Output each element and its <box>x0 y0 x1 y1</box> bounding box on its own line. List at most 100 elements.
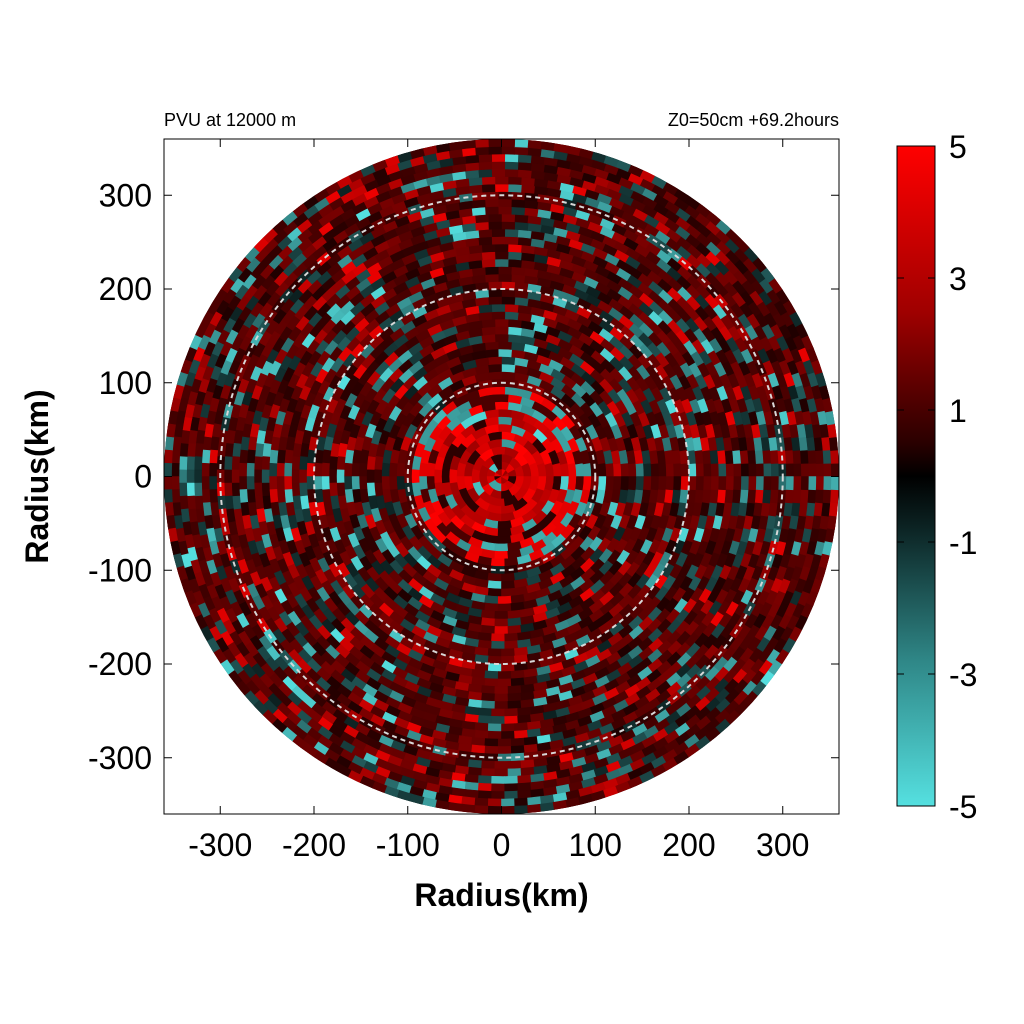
field-cell <box>520 184 536 194</box>
field-cell <box>328 456 338 471</box>
colorbar-gradient <box>896 145 936 807</box>
field-cell <box>491 791 506 800</box>
y-tick-label: -200 <box>88 646 152 682</box>
field-cell <box>769 449 780 464</box>
field-cell <box>497 423 513 433</box>
field-cell <box>665 462 675 477</box>
field-cell <box>261 482 271 497</box>
field-cell <box>510 206 526 216</box>
field-cell <box>784 489 795 504</box>
field-cell <box>605 462 615 477</box>
colorbar-tick-label: -3 <box>949 657 977 693</box>
field-cell <box>501 587 516 597</box>
field-cell <box>373 469 383 484</box>
field-cell <box>164 489 173 504</box>
field-cell <box>201 476 210 491</box>
field-cell <box>179 495 189 510</box>
field-cell <box>276 489 286 504</box>
field-cell <box>733 476 742 491</box>
field-cell <box>283 462 293 477</box>
field-cell <box>208 462 218 477</box>
field-cell <box>494 761 509 770</box>
field-cell <box>491 303 506 313</box>
field-cell <box>494 326 509 335</box>
field-cell <box>477 707 493 717</box>
field-cell <box>238 489 249 504</box>
field-cell <box>740 476 750 491</box>
field-cell <box>351 462 360 477</box>
field-cell <box>487 655 502 665</box>
field-cell <box>474 722 489 732</box>
field-cell <box>238 449 249 464</box>
field-cell <box>328 469 337 484</box>
field-cell <box>517 706 532 717</box>
field-cell <box>823 476 832 491</box>
field-cell <box>396 462 406 477</box>
field-cell <box>769 489 780 504</box>
field-cell <box>510 745 526 755</box>
x-axis-title: Radius(km) <box>414 877 588 913</box>
field-cell <box>793 476 802 491</box>
field-cell <box>710 476 720 491</box>
field-cell <box>504 640 519 650</box>
field-cell <box>494 318 509 327</box>
field-cell <box>474 805 489 814</box>
field-cell <box>732 489 742 504</box>
colorbar: 5 3 1 -1 -3 -5 <box>896 129 977 825</box>
field-cell <box>828 436 839 451</box>
field-cell <box>477 153 493 163</box>
field-cell <box>284 489 294 504</box>
field-cell <box>253 469 262 484</box>
field-cell <box>284 449 294 464</box>
field-cell <box>481 318 496 329</box>
field-cell <box>504 161 519 170</box>
field-cell <box>491 715 506 725</box>
field-cell <box>520 759 536 769</box>
field-cell <box>481 685 496 695</box>
field-cell <box>507 243 522 253</box>
field-cell <box>494 176 509 185</box>
field-cell <box>471 737 486 747</box>
field-cell <box>494 251 509 260</box>
field-cell <box>269 449 279 465</box>
field-cell <box>494 610 509 620</box>
field-cell <box>830 489 839 504</box>
field-cell <box>504 708 519 717</box>
field-cell <box>680 462 690 477</box>
field-cell <box>468 766 483 777</box>
field-cell <box>527 139 542 150</box>
field-cell <box>490 386 506 395</box>
field-cell <box>477 790 493 800</box>
field-cell <box>582 462 592 477</box>
field-cell <box>178 482 188 497</box>
field-cell <box>643 476 652 491</box>
field-cell <box>497 535 513 545</box>
field-cell <box>474 797 489 807</box>
field-cell <box>484 595 499 605</box>
field-cell <box>567 476 577 491</box>
field-cell <box>201 462 210 477</box>
field-cell <box>501 139 516 148</box>
field-cell <box>268 462 278 477</box>
field-cell <box>487 363 502 373</box>
field-cell <box>484 348 499 358</box>
field-cell <box>517 774 532 784</box>
field-cell <box>497 678 512 687</box>
field-cell <box>448 469 458 484</box>
field-cell <box>487 730 502 740</box>
field-cell <box>164 502 175 517</box>
field-cell <box>487 213 502 223</box>
field-cell <box>507 624 522 635</box>
field-cell <box>487 798 502 807</box>
field-cell <box>718 462 727 477</box>
field-cell <box>517 169 532 179</box>
field-cell <box>366 469 375 484</box>
field-cell <box>807 489 817 504</box>
field-cell <box>822 489 832 504</box>
field-cell <box>487 139 502 148</box>
field-cell <box>484 206 499 215</box>
field-cell <box>484 602 499 612</box>
y-tick-label: 0 <box>134 459 152 495</box>
field-cell <box>507 333 523 344</box>
field-cell <box>358 462 368 477</box>
